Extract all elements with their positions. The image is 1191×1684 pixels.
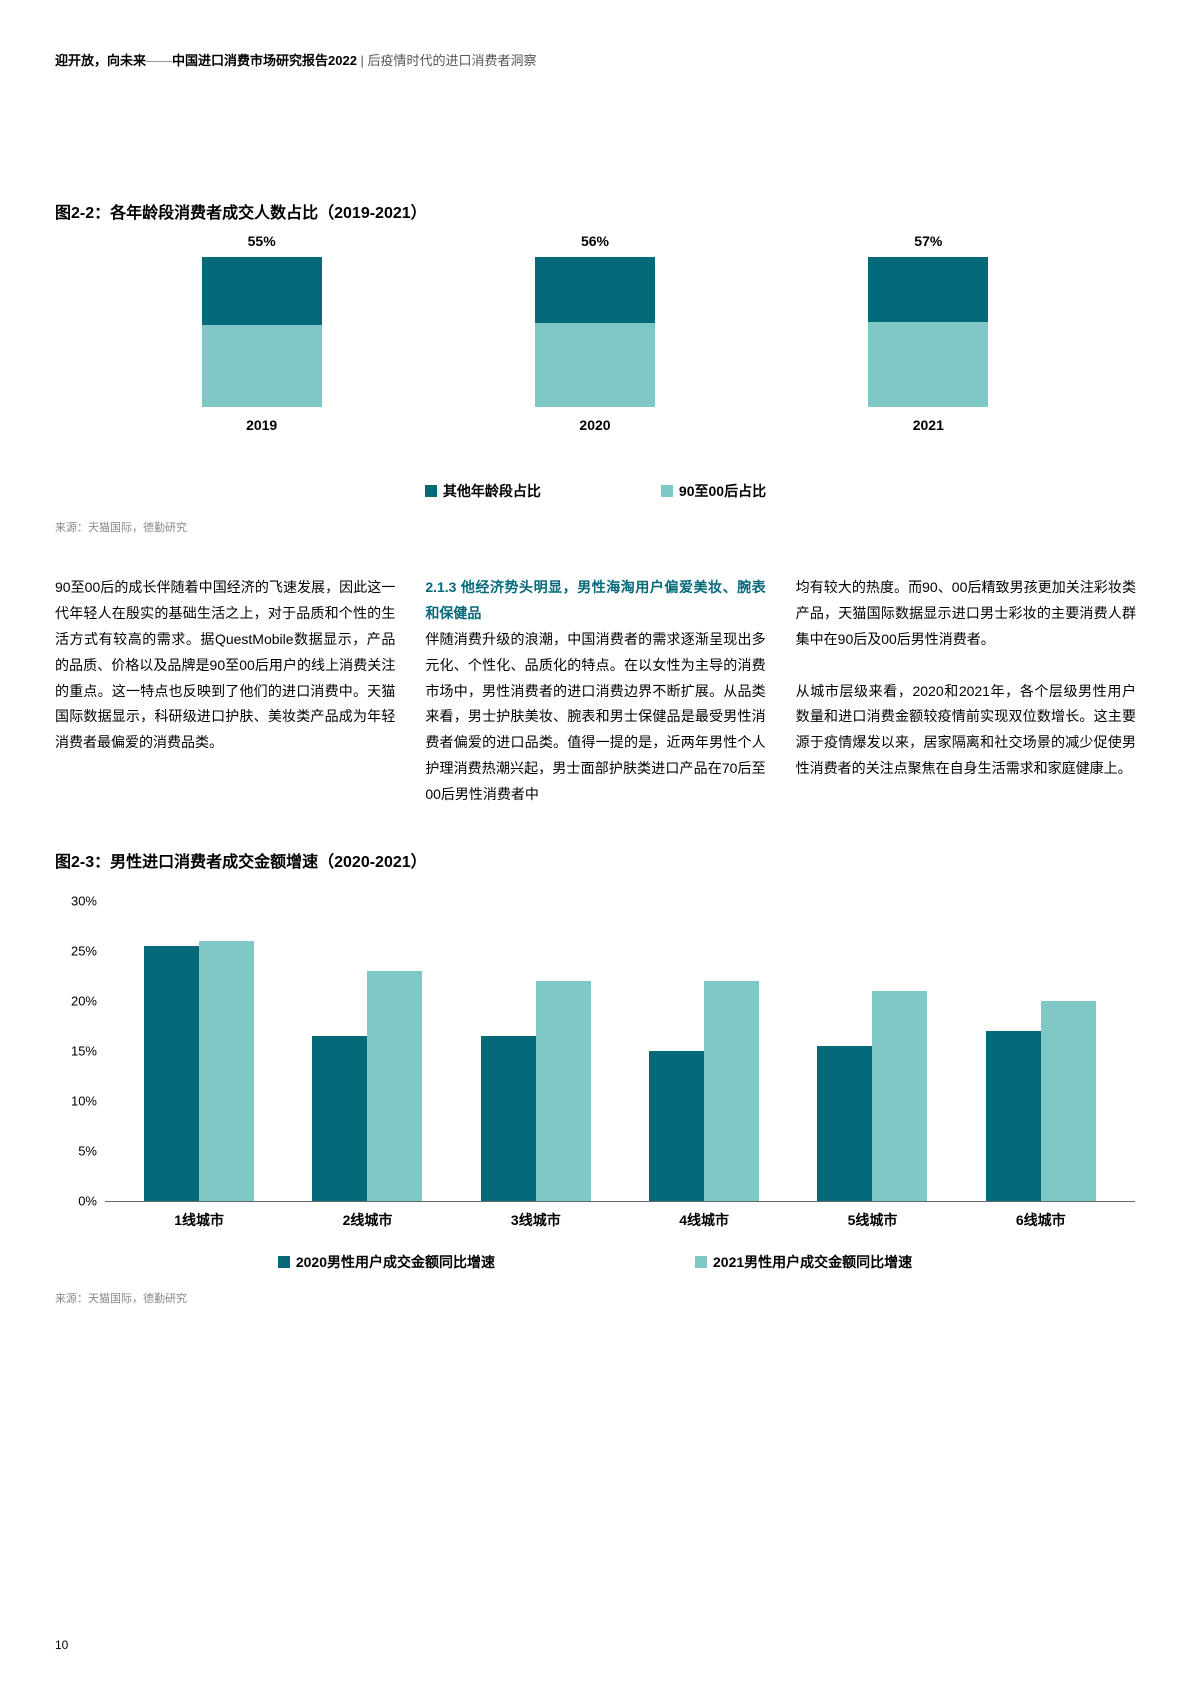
chart1-segment	[868, 257, 988, 322]
chart1: 55%201956%202057%2021	[55, 253, 1135, 463]
chart1-bar	[535, 257, 655, 407]
chart2-bar	[704, 981, 759, 1201]
chart2-ytick: 30%	[55, 894, 97, 909]
column-1: 90至00后的成长伴随着中国经济的飞速发展，因此这一代年轻人在殷实的基础生活之上…	[55, 575, 395, 808]
chart1-stack: 57% 2021	[808, 233, 1048, 433]
chart1-bars: 55%201956%202057%2021	[55, 253, 1135, 433]
chart1-title: 图2-2：各年龄段消费者成交人数占比（2019-2021）	[55, 199, 1136, 223]
body-columns: 90至00后的成长伴随着中国经济的飞速发展，因此这一代年轻人在殷实的基础生活之上…	[55, 575, 1136, 808]
chart2-bars	[105, 902, 1135, 1201]
chart2-ytick: 25%	[55, 944, 97, 959]
chart1-stack: 56% 2020	[475, 233, 715, 433]
col3-paragraph: 均有较大的热度。而90、00后精致男孩更加关注彩妆类产品，天猫国际数据显示进口男…	[796, 579, 1136, 647]
chart2-bar	[536, 981, 591, 1201]
chart2-ytick: 15%	[55, 1044, 97, 1059]
chart2-ytick: 0%	[55, 1194, 97, 1209]
legend-label: 2021男性用户成交金额同比增速	[713, 1252, 912, 1272]
chart2-group	[797, 991, 947, 1201]
chart1-segment	[868, 322, 988, 408]
chart2-bar	[649, 1051, 704, 1201]
legend-label: 其他年龄段占比	[443, 481, 541, 501]
header-div: |	[357, 53, 368, 68]
chart2-bar	[199, 941, 254, 1201]
chart2-ytick: 20%	[55, 994, 97, 1009]
chart2-bar	[144, 946, 199, 1201]
legend-label: 2020男性用户成交金额同比增速	[296, 1252, 495, 1272]
header-part2: 中国进口消费市场研究报告2022	[172, 53, 357, 68]
chart2-xlabel: 2线城市	[292, 1210, 442, 1230]
chart2-bar	[986, 1031, 1041, 1201]
column-2: 2.1.3 他经济势头明显，男性海淘用户偏爱美妆、腕表和保健品伴随消费升级的浪潮…	[425, 575, 765, 808]
chart1-top-label: 57%	[914, 233, 942, 249]
chart2-legend: 2020男性用户成交金额同比增速 2021男性用户成交金额同比增速	[55, 1252, 1135, 1272]
chart2-xlabel: 4线城市	[629, 1210, 779, 1230]
chart1-segment	[202, 325, 322, 408]
col2-heading: 2.1.3 他经济势头明显，男性海淘用户偏爱美妆、腕表和保健品	[425, 579, 765, 621]
chart1-segment	[535, 257, 655, 323]
chart2-xlabel: 5线城市	[797, 1210, 947, 1230]
chart2-xlabel: 3线城市	[461, 1210, 611, 1230]
chart2-bar	[872, 991, 927, 1201]
chart1-top-label: 56%	[581, 233, 609, 249]
chart1-category-label: 2021	[913, 417, 944, 433]
chart1-bar	[868, 257, 988, 407]
legend-label: 90至00后占比	[679, 481, 766, 501]
chart2-plot: 0%5%10%15%20%25%30%	[105, 902, 1135, 1202]
legend-item: 90至00后占比	[661, 481, 766, 501]
chart1-bar	[202, 257, 322, 407]
chart2-group	[461, 981, 611, 1201]
chart2-group	[124, 941, 274, 1201]
chart1-top-label: 55%	[248, 233, 276, 249]
col2-text: 伴随消费升级的浪潮，中国消费者的需求逐渐呈现出多元化、个性化、品质化的特点。在以…	[425, 631, 765, 802]
legend-swatch	[425, 485, 437, 497]
chart2-group	[629, 981, 779, 1201]
chart2-xlabel: 1线城市	[124, 1210, 274, 1230]
chart2-bar	[481, 1036, 536, 1201]
header-part3: 后疫情时代的进口消费者洞察	[368, 53, 537, 68]
chart1-legend: 其他年龄段占比 90至00后占比	[55, 481, 1136, 501]
chart2-source: 来源：天猫国际，德勤研究	[55, 1290, 1135, 1306]
chart2: 0%5%10%15%20%25%30% 1线城市 2线城市 3线城市 4线城市 5线城市…	[55, 902, 1135, 1306]
legend-item: 2020男性用户成交金额同比增速	[278, 1252, 495, 1272]
chart1-segment	[535, 323, 655, 407]
chart2-xlabel: 6线城市	[966, 1210, 1116, 1230]
chart2-ytick: 5%	[55, 1144, 97, 1159]
chart2-title: 图2-3：男性进口消费者成交金额增速（2020-2021）	[55, 848, 1136, 872]
page-number: 10	[55, 1638, 68, 1652]
chart2-group	[966, 1001, 1116, 1201]
column-3: 均有较大的热度。而90、00后精致男孩更加关注彩妆类产品，天猫国际数据显示进口男…	[796, 575, 1136, 808]
chart2-ytick: 10%	[55, 1094, 97, 1109]
header-sep: ——	[146, 53, 172, 68]
legend-swatch	[661, 485, 673, 497]
legend-item: 2021男性用户成交金额同比增速	[695, 1252, 912, 1272]
chart2-group	[292, 971, 442, 1201]
page-header: 迎开放，向未来——中国进口消费市场研究报告2022 | 后疫情时代的进口消费者洞…	[55, 50, 1136, 69]
chart1-category-label: 2020	[579, 417, 610, 433]
chart2-bar	[312, 1036, 367, 1201]
chart1-stack: 55% 2019	[142, 233, 382, 433]
chart2-bar	[367, 971, 422, 1201]
chart2-bar	[1041, 1001, 1096, 1201]
chart2-bar	[817, 1046, 872, 1201]
col3-paragraph: 从城市层级来看，2020和2021年，各个层级男性用户数量和进口消费金额较疫情前…	[796, 683, 1136, 777]
chart1-source: 来源：天猫国际，德勤研究	[55, 519, 1136, 535]
legend-swatch	[695, 1256, 707, 1268]
chart1-category-label: 2019	[246, 417, 277, 433]
chart1-segment	[202, 257, 322, 325]
chart2-xlabels: 1线城市 2线城市 3线城市 4线城市 5线城市 6线城市	[105, 1202, 1135, 1230]
legend-item: 其他年龄段占比	[425, 481, 541, 501]
col1-text: 90至00后的成长伴随着中国经济的飞速发展，因此这一代年轻人在殷实的基础生活之上…	[55, 579, 395, 750]
header-part1: 迎开放，向未来	[55, 53, 146, 68]
legend-swatch	[278, 1256, 290, 1268]
